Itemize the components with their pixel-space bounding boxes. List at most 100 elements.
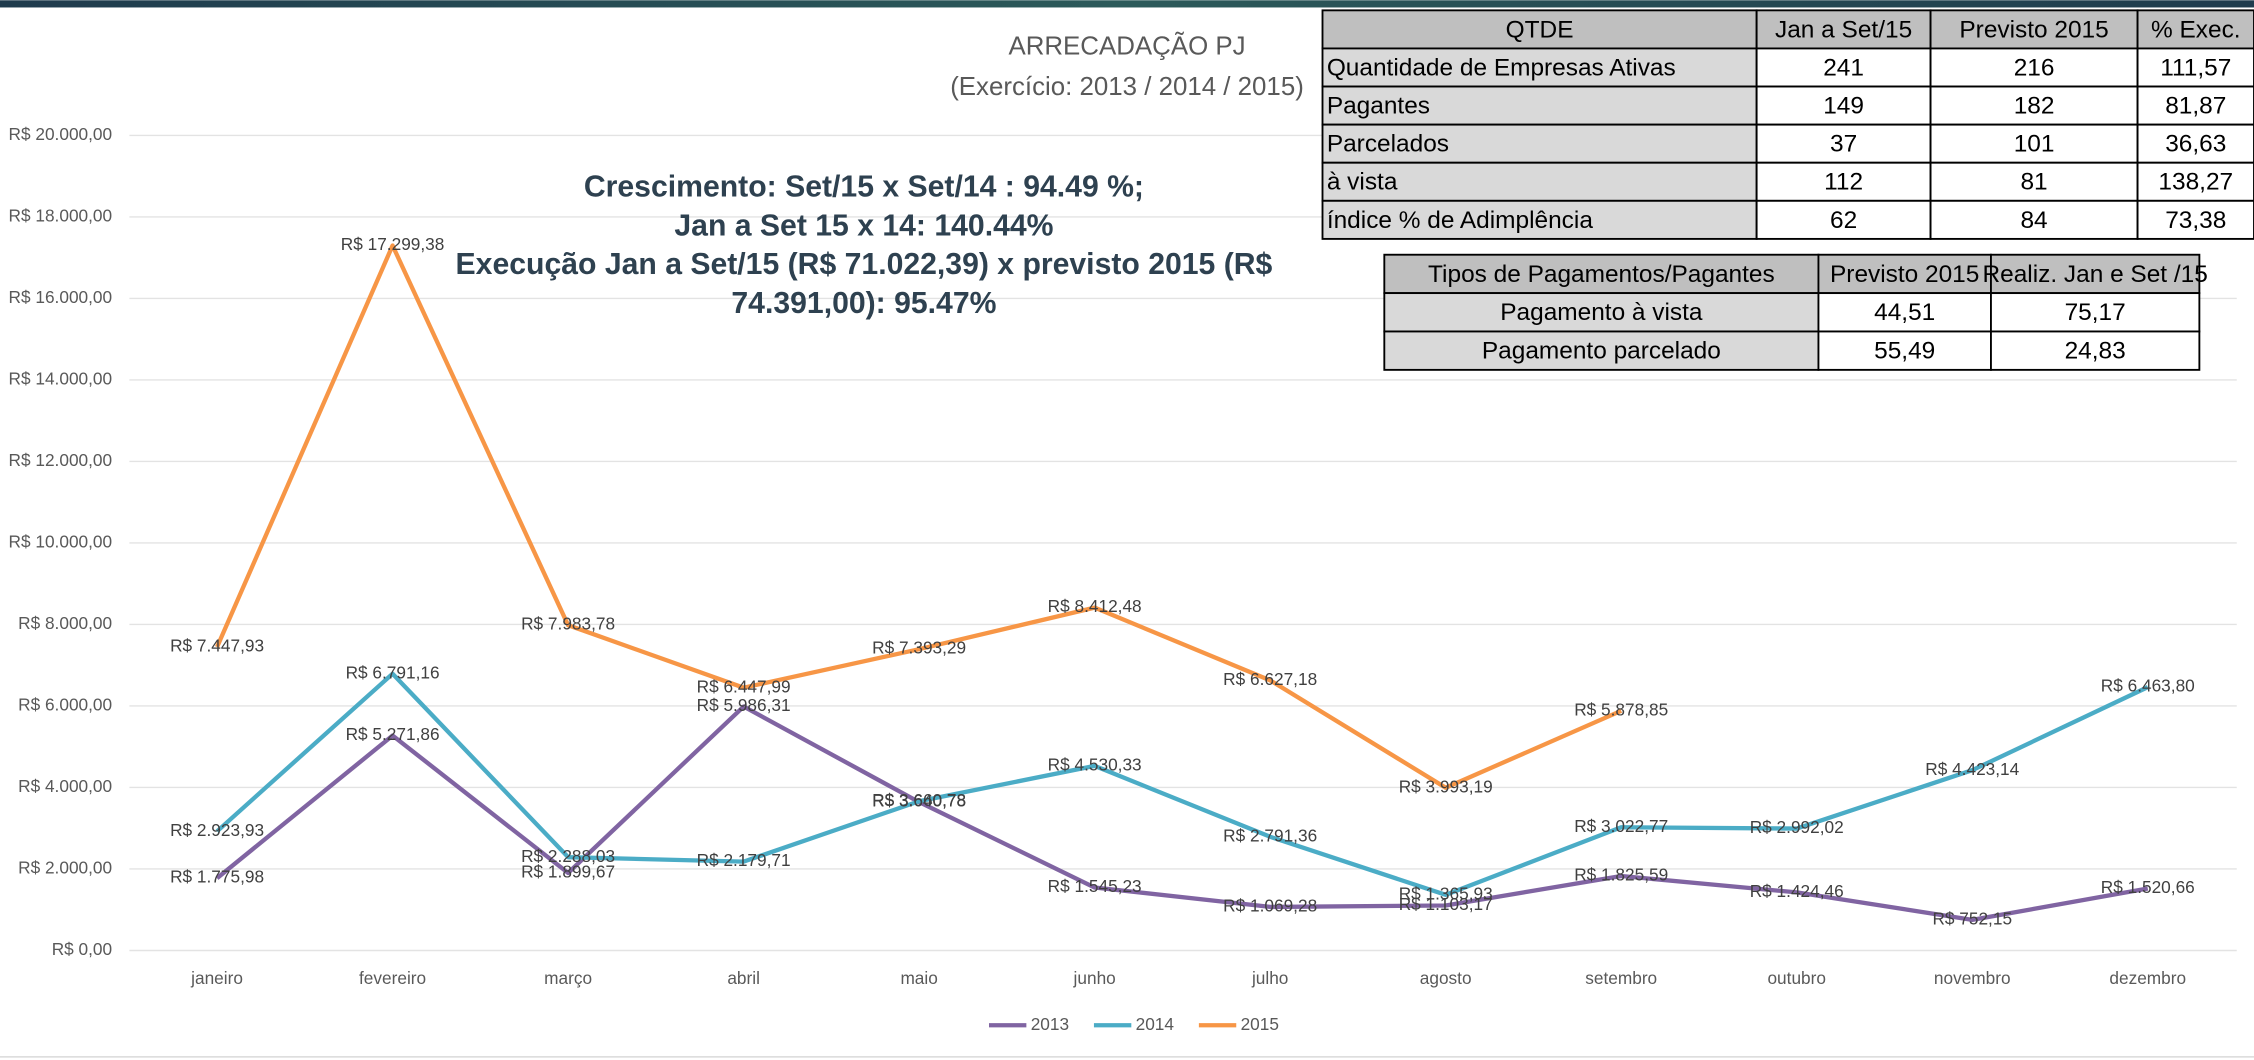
chart-subtitle: (Exercício: 2013 / 2014 / 2015) — [950, 73, 1304, 101]
data-label: R$ 5.271,86 — [346, 724, 440, 744]
table-value: 216 — [2014, 54, 2055, 81]
x-tick-label: abril — [727, 968, 760, 988]
data-label: R$ 752,15 — [1932, 908, 2012, 928]
table-value: 138,27 — [2158, 169, 2233, 196]
top-bar — [0, 0, 2254, 8]
table-cell — [1990, 253, 2201, 295]
x-tick-label: setembro — [1585, 968, 1657, 988]
table-value: 44,51 — [1874, 299, 1935, 326]
data-label: R$ 7.393,29 — [872, 638, 966, 658]
table-value: Pagantes — [1327, 92, 1430, 119]
table-value: 75,17 — [2065, 299, 2126, 326]
annotation-line: Crescimento: Set/15 x Set/14 : 94.49 %; — [584, 171, 1144, 204]
table-value: 37 — [1830, 131, 1857, 158]
legend-label: 2013 — [1031, 1014, 1069, 1034]
data-label: R$ 1.825,59 — [1574, 865, 1668, 885]
data-label: R$ 7.983,78 — [521, 614, 615, 634]
data-label: R$ 3.993,19 — [1399, 776, 1493, 796]
data-label: R$ 3.660,78 — [872, 790, 966, 810]
annotation-line: 74.391,00): 95.47% — [731, 287, 996, 320]
x-tick-label: janeiro — [190, 968, 243, 988]
data-label: R$ 2.923,93 — [170, 820, 264, 840]
table-value: Pagamento à vista — [1500, 299, 1703, 326]
annotation-line: Jan a Set 15 x 14: 140.44% — [674, 209, 1053, 242]
x-tick-label: maio — [900, 968, 937, 988]
data-label: R$ 6.447,99 — [697, 676, 791, 696]
data-label: R$ 2.288,03 — [521, 846, 615, 866]
table-value: à vista — [1327, 169, 1398, 196]
table-value: 24,83 — [2065, 338, 2126, 365]
table-value: Parcelados — [1327, 131, 1449, 158]
table-cell — [1321, 9, 1758, 50]
data-label: R$ 1.103,17 — [1399, 894, 1493, 914]
data-label: R$ 1.899,67 — [521, 862, 615, 882]
data-label: R$ 4.530,33 — [1048, 754, 1142, 774]
data-label: R$ 6.791,16 — [346, 662, 440, 682]
series-line — [215, 704, 2149, 923]
table-value: 149 — [1823, 92, 1864, 119]
data-label: R$ 6.627,18 — [1223, 669, 1317, 689]
table-cell — [1383, 253, 1820, 295]
data-label: R$ 3.640,78 — [872, 791, 966, 811]
table-value: Pagamento parcelado — [1482, 338, 1721, 365]
legend-label: 2014 — [1136, 1014, 1175, 1034]
data-label: R$ 2.179,71 — [697, 850, 791, 870]
table-value: 241 — [1823, 54, 1864, 81]
y-tick-label: R$ 6.000,00 — [18, 695, 112, 715]
table-header: % Exec. — [2151, 16, 2241, 43]
table-cell — [1383, 292, 1820, 333]
table-header: Previsto 2015 — [1830, 261, 1979, 288]
data-label: R$ 7.447,93 — [170, 636, 264, 656]
table-value: 81,87 — [2165, 92, 2226, 119]
y-tick-label: R$ 20.000,00 — [9, 124, 113, 144]
x-tick-label: agosto — [1420, 968, 1472, 988]
table-header: Realiz. Jan e Set /15 — [1982, 261, 2207, 288]
legend-label: 2015 — [1241, 1014, 1279, 1034]
data-label: R$ 5.986,31 — [697, 695, 791, 715]
table-value: 81 — [2020, 169, 2047, 196]
table-cell — [1990, 330, 2201, 371]
y-tick-label: R$ 0,00 — [52, 939, 112, 959]
data-label: R$ 1.424,46 — [1750, 881, 1844, 901]
x-tick-label: fevereiro — [359, 968, 426, 988]
data-label: R$ 5.878,85 — [1574, 699, 1668, 719]
table-header: Jan a Set/15 — [1775, 16, 1912, 43]
x-tick-label: junho — [1073, 968, 1116, 988]
data-label: R$ 3.022,77 — [1574, 816, 1668, 836]
data-label: R$ 8.412,48 — [1048, 596, 1142, 616]
x-tick-label: julho — [1251, 968, 1288, 988]
table-value: 36,63 — [2165, 131, 2226, 158]
y-tick-label: R$ 16.000,00 — [9, 287, 113, 307]
chart-title: ARRECADAÇÃO PJ — [1008, 32, 1245, 61]
data-label: R$ 1.365,93 — [1399, 883, 1493, 903]
table-header: Tipos de Pagamentos/Pagantes — [1428, 261, 1775, 288]
table-cell — [1755, 9, 1932, 50]
annotation-line: Execução Jan a Set/15 (R$ 71.022,39) x p… — [456, 248, 1273, 281]
y-tick-label: R$ 14.000,00 — [9, 368, 113, 388]
data-label: R$ 2.992,02 — [1750, 817, 1844, 837]
data-label: R$ 1.069,28 — [1223, 895, 1317, 915]
table-cell — [2136, 199, 2254, 240]
table-cell — [2136, 47, 2254, 88]
x-tick-label: novembro — [1934, 968, 2011, 988]
table-value: 62 — [1830, 207, 1857, 234]
table-value: 73,38 — [2165, 207, 2226, 234]
table-value: 84 — [2020, 207, 2047, 234]
table-value: 55,49 — [1874, 338, 1935, 365]
tables: QTDE Jan a Set/15 Previsto 2015 % Exec. Quan… — [1321, 9, 2254, 371]
table-cell — [2136, 9, 2254, 50]
data-label: R$ 1.775,98 — [170, 867, 264, 887]
table-cell — [1755, 161, 1932, 202]
series-line — [215, 671, 2149, 897]
y-tick-label: R$ 12.000,00 — [9, 450, 113, 470]
x-tick-label: março — [544, 968, 592, 988]
data-label: R$ 6.463,80 — [2101, 676, 2195, 696]
y-tick-label: R$ 2.000,00 — [18, 858, 112, 878]
table-cell — [2136, 161, 2254, 202]
series-line — [215, 243, 1623, 790]
table-value: índice % de Adimplência — [1327, 207, 1594, 234]
y-tick-label: R$ 8.000,00 — [18, 613, 112, 633]
data-label: R$ 17.299,38 — [341, 234, 445, 254]
table-cell — [1990, 292, 2201, 333]
